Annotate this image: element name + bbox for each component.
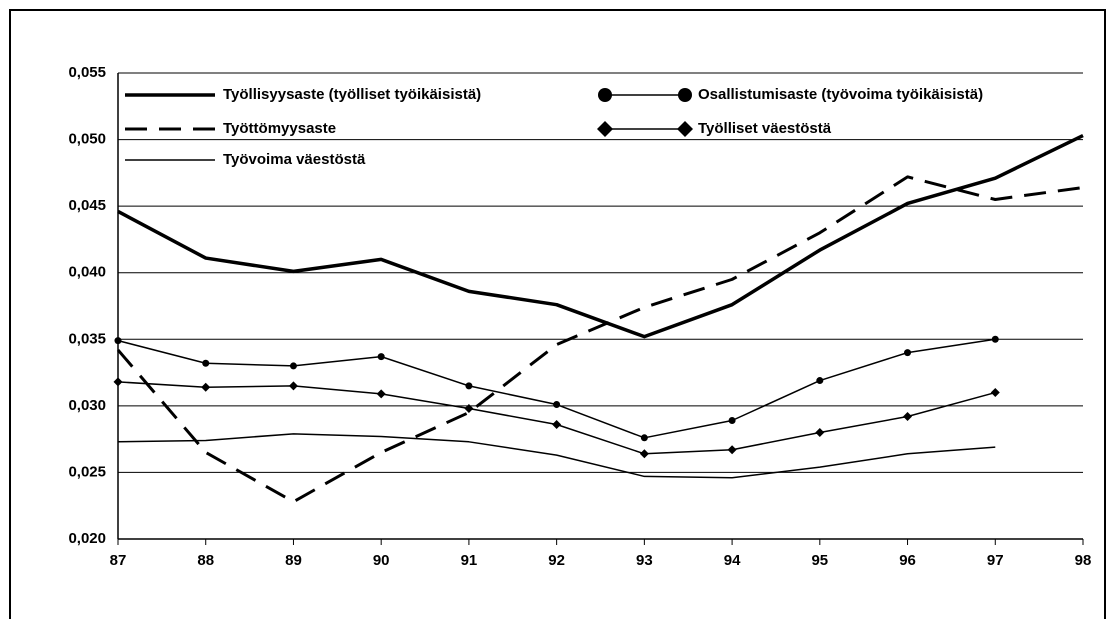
legend-marker [677, 121, 693, 137]
point [990, 388, 1000, 398]
legend-label: Työttömyysaste [223, 120, 336, 137]
x-tick-label: 95 [811, 552, 828, 569]
x-tick-label: 94 [724, 552, 741, 569]
point [464, 404, 474, 414]
legend-label: Työlliset väestöstä [698, 120, 832, 137]
y-tick-label: 0,035 [68, 330, 106, 347]
point [376, 389, 386, 399]
point [288, 381, 298, 391]
point [465, 382, 473, 390]
x-tick-label: 96 [899, 552, 916, 569]
y-tick-label: 0,030 [68, 397, 106, 414]
point [114, 337, 122, 345]
x-tick-label: 93 [636, 552, 653, 569]
point [289, 362, 297, 370]
x-tick-label: 89 [285, 552, 302, 569]
series-line [117, 433, 996, 479]
x-tick-label: 90 [373, 552, 390, 569]
y-tick-label: 0,025 [68, 463, 106, 480]
point [816, 377, 824, 385]
x-tick-label: 92 [548, 552, 565, 569]
point [377, 353, 385, 361]
point [113, 377, 123, 387]
point [903, 412, 913, 422]
point [727, 445, 737, 455]
point [815, 427, 825, 437]
point [991, 335, 999, 343]
point [201, 382, 211, 392]
point [904, 349, 912, 357]
legend-marker [678, 88, 692, 102]
legend-label: Työvoima väestöstä [223, 151, 366, 168]
x-tick-label: 87 [110, 552, 127, 569]
point [639, 449, 649, 459]
x-tick-label: 97 [987, 552, 1004, 569]
point [728, 417, 736, 425]
y-tick-label: 0,020 [68, 530, 106, 547]
y-tick-label: 0,055 [68, 64, 106, 81]
point [202, 359, 210, 367]
x-tick-label: 91 [461, 552, 478, 569]
y-tick-label: 0,045 [68, 197, 106, 214]
point [640, 434, 648, 442]
x-tick-label: 88 [197, 552, 214, 569]
point [552, 419, 562, 429]
series-line [116, 175, 1084, 504]
series-line [117, 134, 1084, 339]
legend-marker [598, 88, 612, 102]
y-tick-label: 0,050 [68, 131, 106, 148]
legend-marker [597, 121, 613, 137]
x-tick-label: 98 [1075, 552, 1092, 569]
y-tick-label: 0,040 [68, 264, 106, 281]
legend-label: Työllisyysaste (työlliset työikäisistä) [223, 86, 481, 103]
point [553, 401, 561, 409]
series-line [117, 381, 996, 455]
frame [9, 9, 1106, 619]
legend-label: Osallistumisaste (työvoima työikäisistä) [698, 86, 983, 103]
